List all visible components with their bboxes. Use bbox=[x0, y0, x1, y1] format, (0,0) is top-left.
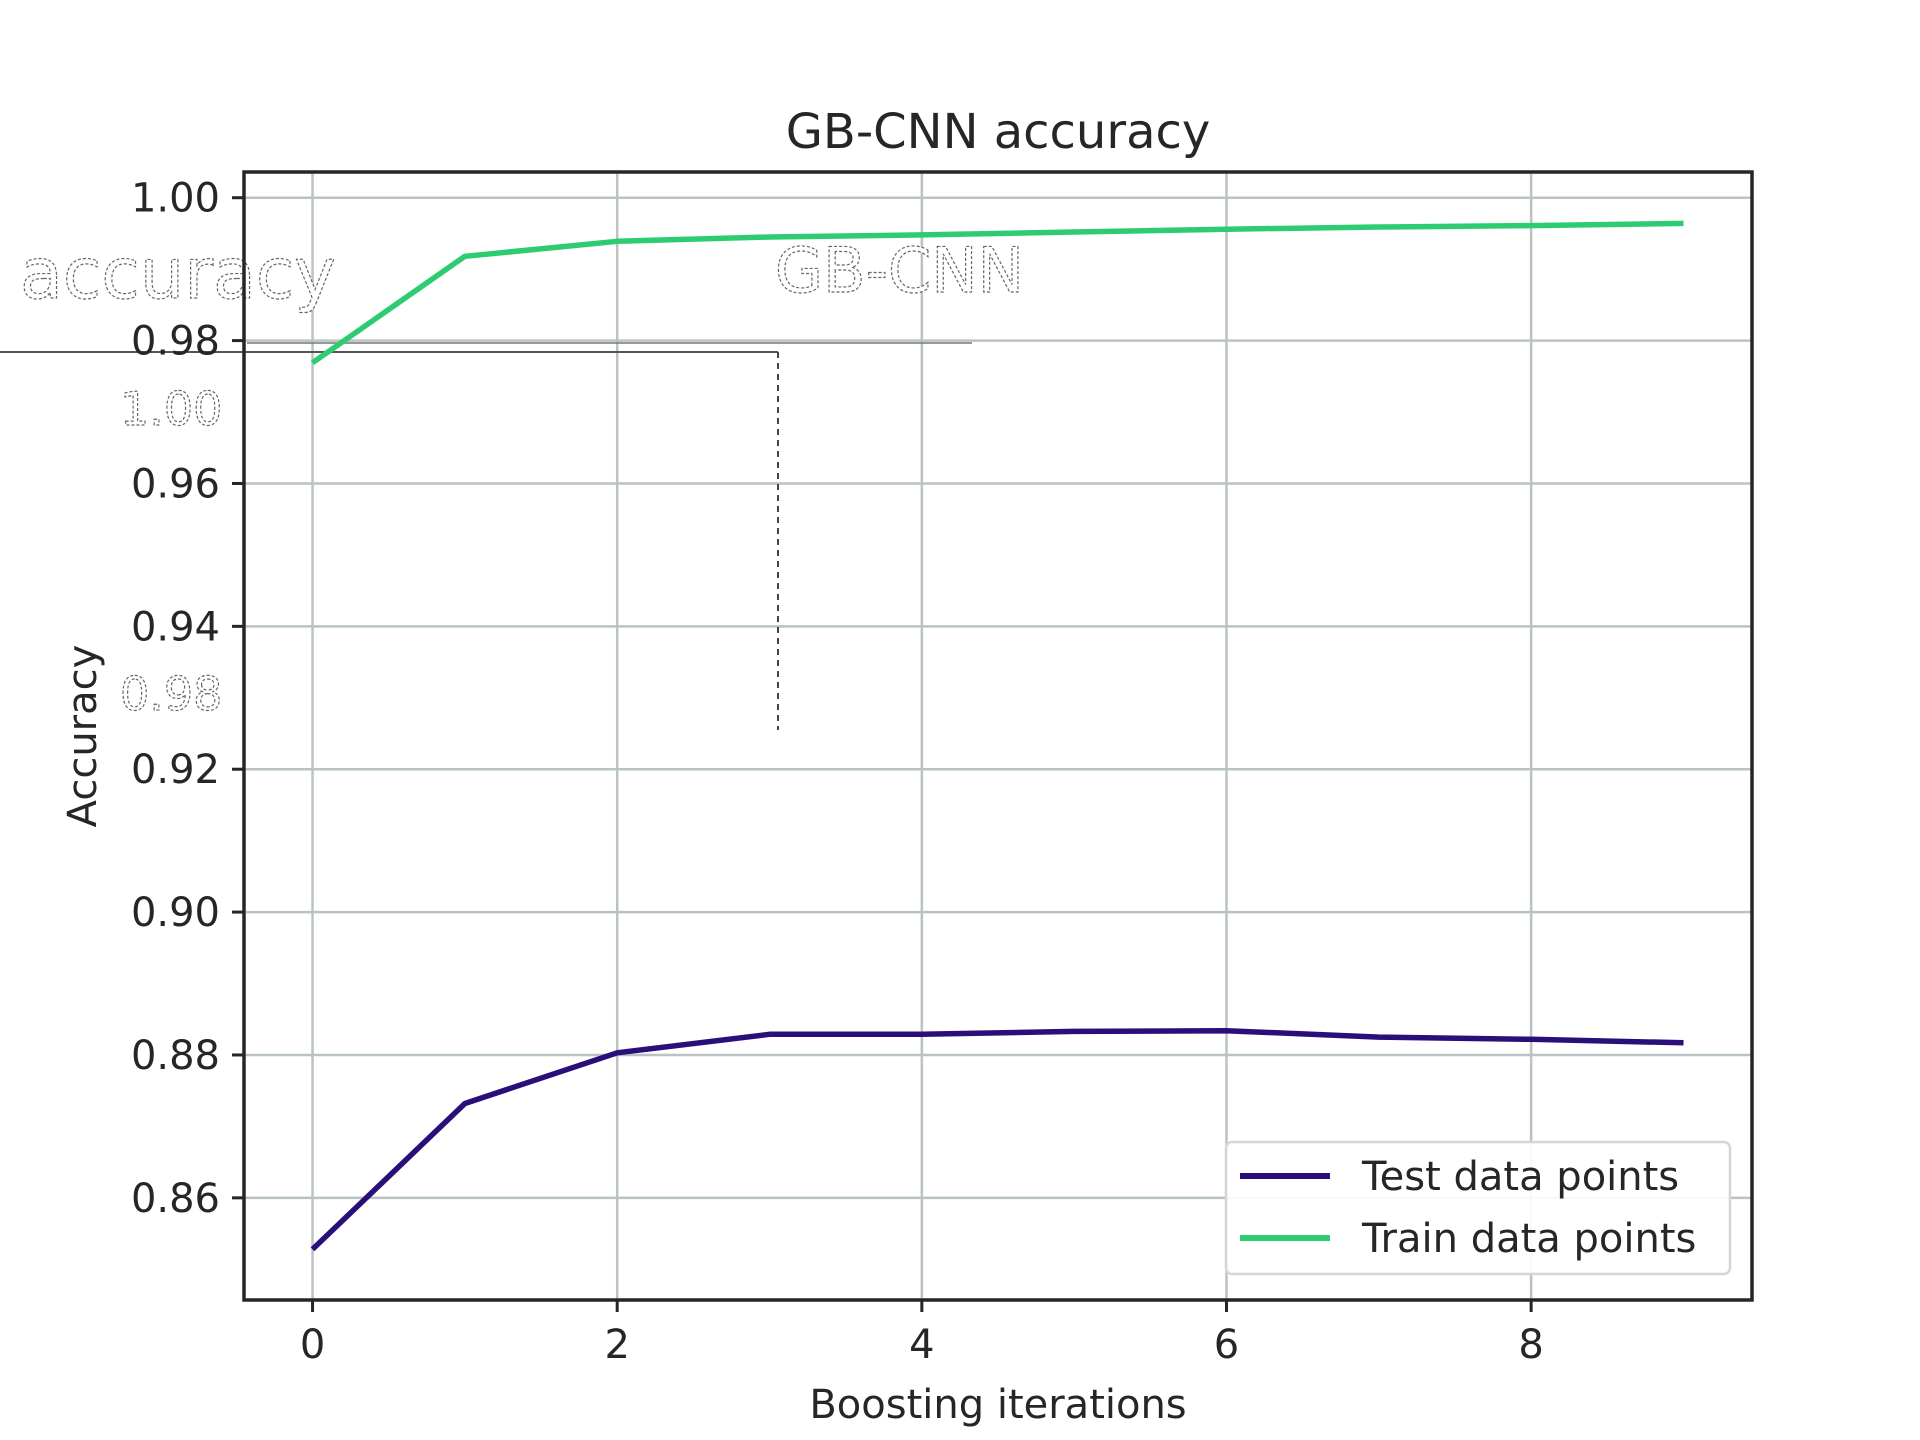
y-tick-label: 0.88 bbox=[131, 1033, 220, 1079]
ghost-tick-b: 0.98 bbox=[120, 667, 222, 721]
y-tick-label: 0.86 bbox=[131, 1176, 220, 1222]
data-point-test bbox=[767, 1032, 772, 1037]
data-point-train bbox=[1681, 221, 1686, 226]
y-tick-label: 0.92 bbox=[131, 747, 220, 793]
ghost-tick-a: 1.00 bbox=[120, 382, 222, 436]
data-point-test bbox=[462, 1101, 467, 1106]
ghost-overlay: GB-CNN accuracy 1.00 0.98 bbox=[0, 232, 1025, 730]
x-axis-ticks: 0 2 4 6 8 bbox=[300, 1300, 1544, 1368]
data-point-test bbox=[1072, 1029, 1077, 1034]
y-axis-label: Accuracy bbox=[60, 645, 106, 828]
y-tick-label: 0.98 bbox=[131, 319, 220, 365]
chart-title: GB-CNN accuracy bbox=[786, 104, 1211, 160]
y-tick-label: 0.90 bbox=[131, 890, 220, 936]
x-tick-label: 6 bbox=[1214, 1322, 1239, 1368]
x-axis-label: Boosting iterations bbox=[809, 1382, 1186, 1428]
data-point-train bbox=[615, 239, 620, 244]
legend-label-train: Train data points bbox=[1361, 1216, 1696, 1262]
grid-lines bbox=[244, 172, 1752, 1300]
y-tick-label: 1.00 bbox=[131, 176, 220, 222]
legend-label-test: Test data points bbox=[1361, 1154, 1679, 1200]
legend: Test data points Train data points bbox=[1224, 1140, 1732, 1276]
data-point-train bbox=[310, 360, 315, 365]
y-axis-ticks: 0.86 0.88 0.90 0.92 0.94 0.96 0.98 1.00 bbox=[131, 176, 244, 1222]
series-line-test bbox=[310, 1027, 1684, 1252]
x-tick-label: 8 bbox=[1518, 1322, 1543, 1368]
data-point-train bbox=[1529, 223, 1534, 228]
series-line-train bbox=[310, 220, 1684, 365]
plot-frame bbox=[242, 170, 1754, 1302]
data-point-train bbox=[462, 254, 467, 259]
data-point-train bbox=[1376, 225, 1381, 230]
ghost-ylabel-fragment: accuracy bbox=[20, 233, 336, 315]
data-point-train bbox=[767, 235, 772, 240]
y-tick-label: 0.96 bbox=[131, 461, 220, 507]
data-point-test bbox=[1529, 1037, 1534, 1042]
x-tick-label: 2 bbox=[604, 1322, 629, 1368]
data-point-test bbox=[615, 1050, 620, 1055]
y-tick-label: 0.94 bbox=[131, 604, 220, 650]
data-point-train bbox=[1072, 230, 1077, 235]
series-lines bbox=[310, 220, 1686, 1252]
data-point-test bbox=[310, 1247, 315, 1252]
ghost-title-fragment: GB-CNN bbox=[775, 234, 1024, 307]
data-point-test bbox=[919, 1032, 924, 1037]
x-tick-label: 4 bbox=[909, 1322, 934, 1368]
legend-box bbox=[1224, 1140, 1732, 1276]
data-point-train bbox=[1224, 227, 1229, 232]
data-point-test bbox=[1376, 1035, 1381, 1040]
data-point-test bbox=[1224, 1028, 1229, 1033]
x-tick-label: 0 bbox=[300, 1322, 325, 1368]
data-point-train bbox=[919, 232, 924, 237]
data-point-test bbox=[1681, 1040, 1686, 1045]
